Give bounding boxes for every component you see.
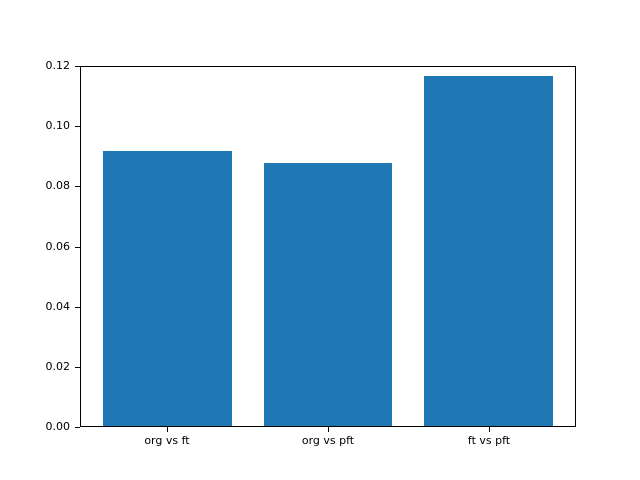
y-tick-mark (75, 366, 80, 368)
y-tick-mark (75, 126, 80, 128)
y-tick-label: 0.06 (45, 239, 71, 253)
y-tick-mark (75, 186, 80, 188)
bar-org-vs-pft (263, 162, 393, 426)
y-tick-label: 0.08 (45, 179, 71, 193)
x-tick-mark (328, 427, 329, 432)
y-tick-mark (75, 66, 80, 67)
y-tick-label: 0.02 (45, 359, 71, 373)
y-tick-label: 0.00 (45, 420, 71, 433)
x-tick-label: ft vs pft (467, 434, 511, 447)
plot-area (80, 66, 576, 427)
x-tick-mark (166, 427, 168, 432)
x-tick-label: org vs ft (144, 434, 190, 447)
x-tick-mark (489, 427, 491, 432)
y-tick-label: 0.10 (45, 119, 71, 133)
y-tick-label: 0.12 (45, 59, 71, 72)
y-tick-mark (75, 246, 80, 248)
y-tick-mark (75, 427, 80, 428)
bar-org-vs-ft (103, 150, 232, 426)
y-tick-label: 0.04 (45, 299, 71, 313)
x-tick-label: org vs pft (301, 434, 355, 447)
y-tick-mark (75, 306, 80, 308)
bar-ft-vs-pft (424, 75, 553, 426)
